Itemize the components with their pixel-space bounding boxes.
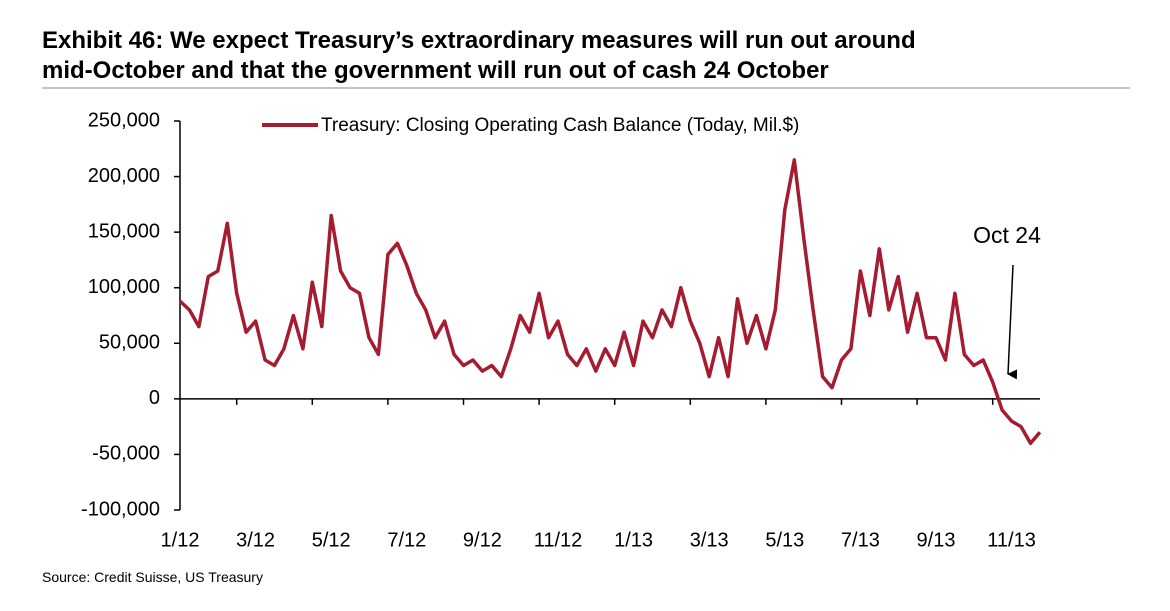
y-tick-label: 150,000 (88, 220, 160, 242)
x-tick-label: 3/12 (236, 529, 275, 551)
x-tick-label: 5/12 (312, 529, 351, 551)
x-tick-label: 7/12 (387, 529, 426, 551)
x-tick-label: 1/13 (614, 529, 653, 551)
annotation: Oct 24 (973, 222, 1041, 248)
legend-label: Treasury: Closing Operating Cash Balance… (321, 115, 799, 136)
y-tick-label: 0 (149, 387, 160, 409)
series-line (178, 158, 1042, 446)
x-tick-label: 11/13 (987, 529, 1036, 551)
y-tick-label: 250,000 (88, 109, 160, 131)
source-note: Source: Credit Suisse, US Treasury (42, 569, 263, 585)
x-tick-label: 3/13 (690, 529, 729, 551)
y-tick-label: 50,000 (99, 332, 160, 354)
x-tick-label: 5/13 (765, 529, 804, 551)
y-tick-label: 200,000 (88, 165, 160, 187)
x-tick-label: 11/12 (534, 529, 583, 551)
x-tick-label: 7/13 (841, 529, 880, 551)
y-tick-label: -50,000 (92, 443, 160, 465)
x-tick-label: 9/12 (463, 529, 502, 551)
x-tick-label: 1/12 (161, 529, 200, 551)
annotation-arrow (1007, 264, 1018, 380)
y-tick-label: -100,000 (81, 498, 160, 520)
chart-title: Exhibit 46: We expect Treasury’s extraor… (42, 27, 916, 84)
y-tick-label: 100,000 (88, 276, 160, 298)
x-tick-label: 9/13 (917, 529, 956, 551)
